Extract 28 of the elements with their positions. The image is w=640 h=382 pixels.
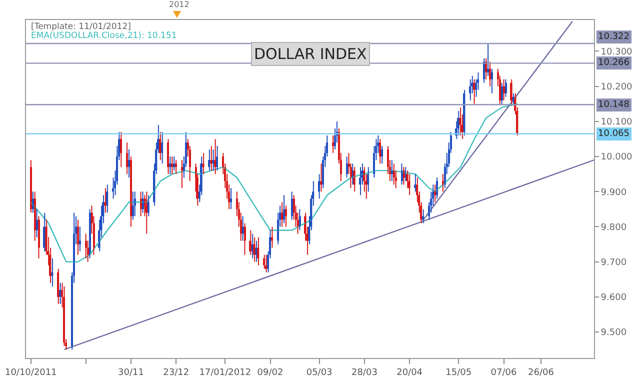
x-tick-label: 15/05 (446, 368, 472, 378)
text: 2012 (169, 0, 190, 9)
x-tick-label: 09/02 (257, 368, 284, 378)
y-tick-label: 9.700 (600, 258, 627, 268)
y-tick-label: 9.800 (600, 222, 627, 233)
ref-line-label: 10.065 (598, 129, 630, 139)
annotation: [Template: 11/01/2012] (31, 22, 131, 32)
y-tick-label: 10.000 (600, 152, 633, 163)
text: EMA(USDOLLAR.Close,21): 10.151 (31, 31, 177, 41)
x-tick-label: 10/10/2011 (4, 368, 57, 378)
ref-line-label: 10.266 (598, 58, 630, 68)
x-tick-label: 05/03 (306, 368, 332, 378)
x-tick-label: 28/03 (351, 368, 378, 378)
x-tick-label: 20/04 (396, 368, 423, 378)
y-tick-label: 10.200 (600, 82, 633, 92)
ref-line-label: 10.148 (598, 100, 630, 110)
x-tick-label: 17/01/2012 (199, 368, 252, 378)
y-tick-label: 10.300 (600, 47, 633, 58)
x-tick-label: 26/06 (528, 368, 554, 378)
text: DOLLAR INDEX (254, 45, 367, 63)
y-tick-label: 9.900 (600, 188, 627, 198)
y-tick-label: 10.100 (600, 118, 633, 128)
x-tick-label: 30/11 (118, 368, 144, 378)
x-tick-label: 23/12 (163, 368, 190, 378)
y-tick-label: 9.600 (600, 293, 627, 304)
y-tick-label: 9.500 (600, 328, 627, 338)
ref-line-label: 10.322 (598, 32, 630, 42)
x-tick-label: 07/06 (490, 368, 517, 378)
